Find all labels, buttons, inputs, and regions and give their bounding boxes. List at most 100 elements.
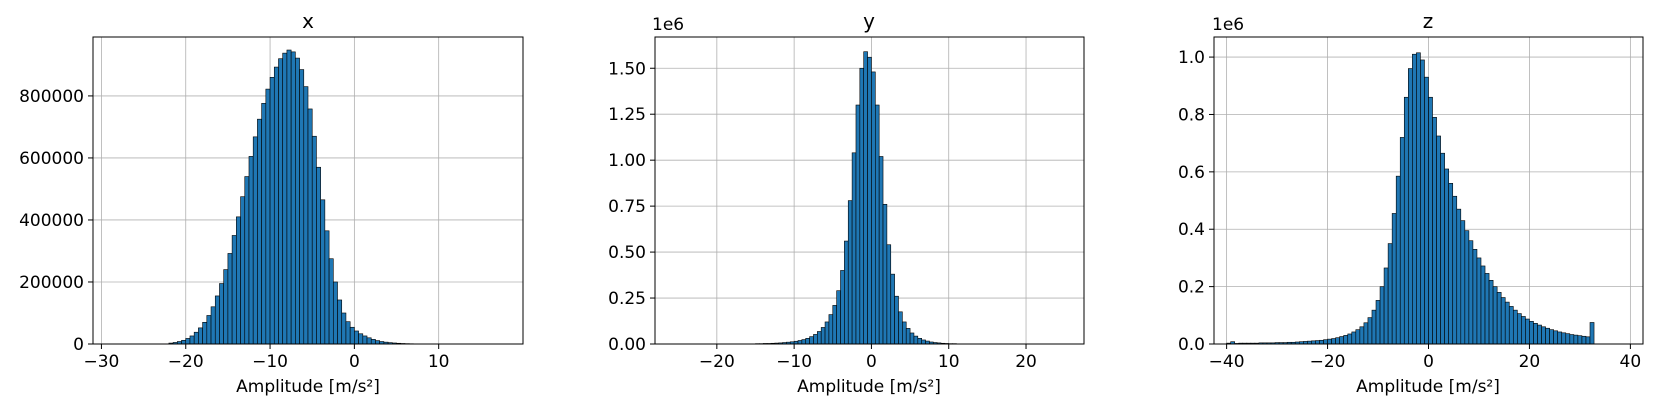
histogram-bar	[181, 339, 187, 345]
histogram-bar	[890, 273, 895, 345]
y-tick-label: 0.6	[1178, 163, 1205, 183]
y-tick-label: 0.00	[608, 335, 646, 355]
histogram-bar	[358, 333, 364, 345]
histogram-bar	[1533, 323, 1538, 345]
histogram-bar	[1399, 137, 1405, 345]
histogram-bar	[898, 311, 903, 345]
histogram-bar	[1412, 53, 1417, 345]
histogram-bar	[269, 77, 275, 345]
histogram-bar	[1500, 297, 1506, 345]
histogram-bar	[1517, 313, 1522, 345]
y-tick-label: 1.0	[1178, 48, 1205, 68]
histogram-bar	[1468, 240, 1474, 345]
histogram-bar	[1327, 338, 1332, 345]
y-tick-label: 1.50	[608, 59, 646, 79]
histogram-bar	[316, 166, 321, 345]
histogram-bar	[1331, 338, 1336, 345]
histogram-bar	[1549, 329, 1554, 345]
histogram-bar	[1371, 309, 1377, 345]
y-tick-label: 0.75	[608, 197, 646, 217]
histogram-bar	[1383, 267, 1389, 345]
y-tick-label: 1.00	[608, 151, 646, 171]
x-tick-label: −20	[699, 352, 735, 372]
histogram-bar	[1480, 265, 1486, 345]
histogram-bar	[320, 199, 326, 345]
y-offset-label: 1e6	[652, 15, 684, 35]
y-tick-label: 0.4	[1178, 220, 1205, 240]
x-axis-title: Amplitude [m/s²]	[1356, 377, 1500, 397]
histogram-bar	[231, 235, 237, 345]
histogram-bar	[1375, 300, 1381, 345]
histogram-bar	[913, 335, 919, 345]
histogram-bar	[1436, 135, 1441, 345]
histogram-bar	[1460, 220, 1466, 345]
y-tick-label: 0.2	[1178, 278, 1205, 298]
histogram-bar	[1504, 301, 1510, 345]
histogram-bar	[1521, 316, 1526, 345]
histogram-bar	[227, 253, 233, 345]
histogram-bar	[261, 103, 267, 345]
histogram-bar	[1420, 59, 1425, 345]
histogram-bar	[1444, 168, 1449, 345]
histogram-bar	[1403, 96, 1409, 345]
plot-frame	[1213, 36, 1644, 345]
histogram-bar	[193, 331, 199, 345]
histogram-bar	[286, 49, 292, 345]
bars	[755, 51, 977, 345]
histogram-bar	[303, 86, 309, 345]
histogram-bar	[1416, 52, 1421, 345]
histogram-bar	[1529, 321, 1534, 345]
histogram-bar	[185, 338, 191, 345]
x-tick-label: −30	[83, 352, 119, 372]
histogram-bar	[1363, 322, 1369, 345]
histogram-bar	[840, 270, 845, 345]
histogram-bar	[1553, 330, 1559, 345]
plot-frame	[654, 36, 1085, 345]
y-tick-label: 800000	[19, 87, 84, 107]
histogram-bar	[1476, 257, 1482, 345]
x-tick-label: 20	[1519, 352, 1541, 372]
histogram-bar	[801, 339, 807, 345]
x-tick-label: −10	[776, 352, 812, 372]
histogram-bar	[206, 315, 212, 345]
histogram-bar	[1488, 280, 1494, 345]
histogram-bar	[1440, 152, 1445, 345]
histogram-bar	[817, 331, 822, 345]
histogram-bar	[917, 338, 922, 345]
histogram-bar	[1343, 335, 1349, 345]
histogram-bar	[257, 118, 262, 345]
histogram-bar	[1545, 327, 1550, 345]
histogram-bar	[1408, 68, 1413, 345]
histogram-bar	[902, 321, 907, 345]
histogram-bar	[867, 56, 872, 345]
histogram-bar	[1387, 243, 1393, 345]
histogram-bar	[1335, 337, 1340, 345]
histogram-bar	[1569, 334, 1575, 345]
histogram-bar	[1432, 117, 1437, 345]
histogram-bar	[886, 244, 892, 345]
histogram-bar	[198, 327, 203, 345]
histogram-bar	[1492, 286, 1498, 345]
histogram-bar	[1391, 213, 1397, 345]
histogram-bar	[1315, 340, 1320, 345]
panel-z: z 1e6 Amplitude [m/s²] −40 −20 0 20 40 0.0 0.2…	[1178, 9, 1644, 397]
histogram-bar	[1395, 175, 1401, 345]
histogram-bar	[871, 71, 876, 345]
histogram-bar	[337, 299, 343, 345]
histogram-bar	[921, 339, 926, 345]
histogram-bar	[1456, 208, 1462, 345]
histogram-bar	[273, 66, 279, 345]
histogram-bar	[894, 295, 899, 345]
histogram-bar	[863, 51, 868, 345]
y-tick-label: 0	[73, 335, 84, 355]
panel-title: y	[863, 9, 875, 33]
histogram-bar	[874, 104, 880, 345]
x-tick-label: −10	[252, 352, 288, 372]
histogram-bar	[882, 203, 888, 345]
histogram-bar	[832, 305, 837, 345]
histogram-bar	[278, 58, 284, 345]
histogram-bar	[1351, 331, 1357, 345]
histogram-bar	[1541, 326, 1546, 345]
y-offset-label: 1e6	[1212, 15, 1244, 35]
